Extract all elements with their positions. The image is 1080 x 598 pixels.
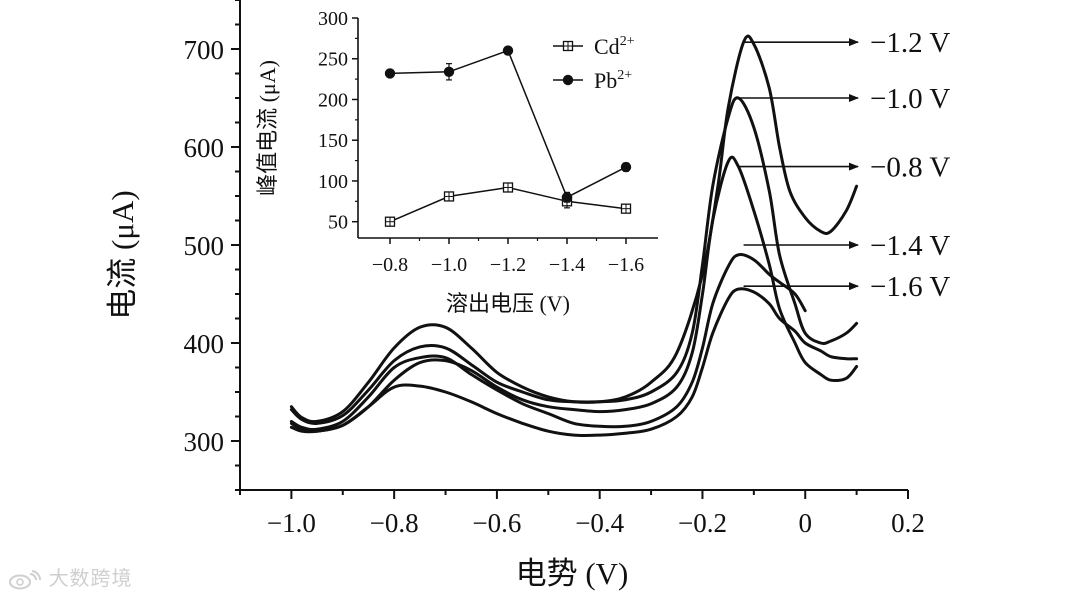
series-line [289, 34, 859, 424]
watermark: 大数跨境 [8, 562, 133, 591]
inset-x-tick-label: −1.2 [490, 254, 526, 276]
data-point [561, 192, 573, 203]
main-annotations: −1.2 V −1.0 V −0.8 V −1.4 V −1.6 V [738, 27, 950, 303]
x-tick-label: 0 [798, 508, 812, 538]
annotation-label: −0.8 V [870, 152, 950, 184]
y-tick-label: 700 [184, 35, 225, 65]
x-tick-label: −0.6 [472, 508, 521, 538]
legend-item: Cd2+ [553, 34, 635, 59]
annotation-label: −1.4 V [870, 230, 950, 262]
series-line [289, 253, 807, 432]
legend-marker [562, 74, 574, 86]
legend-item: Pb2+ [553, 68, 632, 93]
y-tick-label: 600 [184, 133, 225, 163]
inset-x-tick-label: −1.4 [549, 254, 585, 276]
x-tick-label: −1.0 [267, 508, 316, 538]
x-tick-label: −0.8 [370, 508, 419, 538]
legend-label: Cd2+ [594, 34, 635, 59]
inset-x-tick-label: −1.6 [608, 254, 644, 276]
inset-legend: Cd2+ Pb2+ [553, 34, 635, 93]
annotation-label: −1.6 V [870, 271, 950, 303]
inset-series-pb [384, 45, 632, 203]
weibo-logo-icon [9, 569, 42, 590]
x-tick-label: −0.4 [575, 508, 624, 538]
inset-y-tick-label: 200 [318, 89, 348, 111]
main-axes: −1.0 −0.8 −0.6 −0.4 −0.2 0 0.2 300 400 500 600 700 [184, 0, 925, 538]
inset-x-axis-label: 溶出电压 (V) [446, 291, 570, 316]
inset-y-tick-label: 300 [318, 8, 348, 30]
x-tick-label: 0.2 [891, 508, 925, 538]
main-y-axis-label: 电流 (μA) [105, 190, 140, 319]
x-tick-label: −0.2 [678, 508, 727, 538]
series-line [289, 155, 859, 433]
annotation-label: −1.0 V [870, 83, 950, 115]
inset-y-axis-label: 峰值电流 (μA) [255, 60, 280, 196]
watermark-text: 大数跨境 [48, 568, 133, 590]
series-line [289, 96, 859, 425]
inset-x-tick-label: −1.0 [431, 254, 467, 276]
main-series-lines [289, 34, 859, 437]
inset-x-tick-label: −0.8 [372, 254, 408, 276]
data-point [384, 68, 396, 79]
y-tick-label: 400 [184, 329, 225, 359]
inset-y-tick-label: 250 [318, 49, 348, 71]
data-point [502, 45, 514, 56]
y-tick-label: 300 [184, 427, 225, 457]
inset-axes: 50 100 150 200 250 300 −0.8 −1.0 −1.2 −1.4 −1.6 [318, 8, 658, 276]
data-point [443, 66, 455, 77]
series-line [289, 287, 859, 437]
inset-chart: 50 100 150 200 250 300 −0.8 −1.0 −1.2 −1.4 −1.6 Cd… [255, 8, 658, 316]
annotation-label: −1.2 V [870, 27, 950, 59]
data-point [620, 161, 632, 173]
inset-y-tick-label: 50 [328, 212, 348, 234]
main-x-axis-label: 电势 (V) [516, 556, 629, 591]
inset-series [384, 45, 632, 227]
inset-series-line [389, 49, 627, 199]
legend-label: Pb2+ [594, 68, 632, 93]
inset-y-tick-label: 150 [318, 130, 348, 152]
inset-y-tick-label: 100 [318, 171, 348, 193]
inset-series-cd [384, 182, 632, 227]
y-tick-label: 500 [184, 231, 225, 261]
